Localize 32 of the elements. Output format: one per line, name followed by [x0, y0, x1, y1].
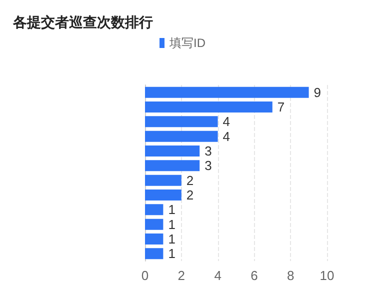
x-tick-label: 6 — [250, 268, 258, 283]
data-label: 2 — [186, 188, 194, 202]
data-label: 1 — [168, 202, 176, 218]
bar — [145, 248, 164, 260]
data-label: 1 — [168, 246, 176, 262]
bar — [145, 190, 182, 200]
x-tick-label: 2 — [178, 268, 186, 283]
bar — [145, 218, 164, 230]
data-label: 4 — [222, 128, 230, 144]
legend-label: 填写ID — [168, 36, 206, 50]
data-label: 1 — [168, 232, 176, 246]
bar — [145, 116, 218, 128]
data-label: 9 — [314, 84, 322, 100]
x-tick-label: 10 — [320, 268, 334, 283]
bar — [145, 174, 182, 186]
bar — [145, 102, 272, 112]
bar — [145, 160, 200, 172]
x-tick-label: 8 — [286, 268, 294, 283]
data-label: 3 — [204, 144, 212, 158]
data-label: 2 — [186, 172, 194, 188]
bar — [145, 146, 200, 156]
bar — [145, 204, 164, 216]
data-label: 7 — [277, 100, 285, 114]
bar — [145, 86, 309, 98]
data-label: 1 — [168, 216, 176, 232]
bar — [145, 130, 218, 142]
data-label: 4 — [222, 114, 230, 130]
x-tick-label: 4 — [214, 268, 222, 283]
data-label: 3 — [204, 158, 212, 174]
bar — [145, 234, 164, 244]
x-tick-label: 0 — [141, 268, 149, 283]
chart-title: 各提交者巡查次数排行 — [12, 14, 153, 30]
